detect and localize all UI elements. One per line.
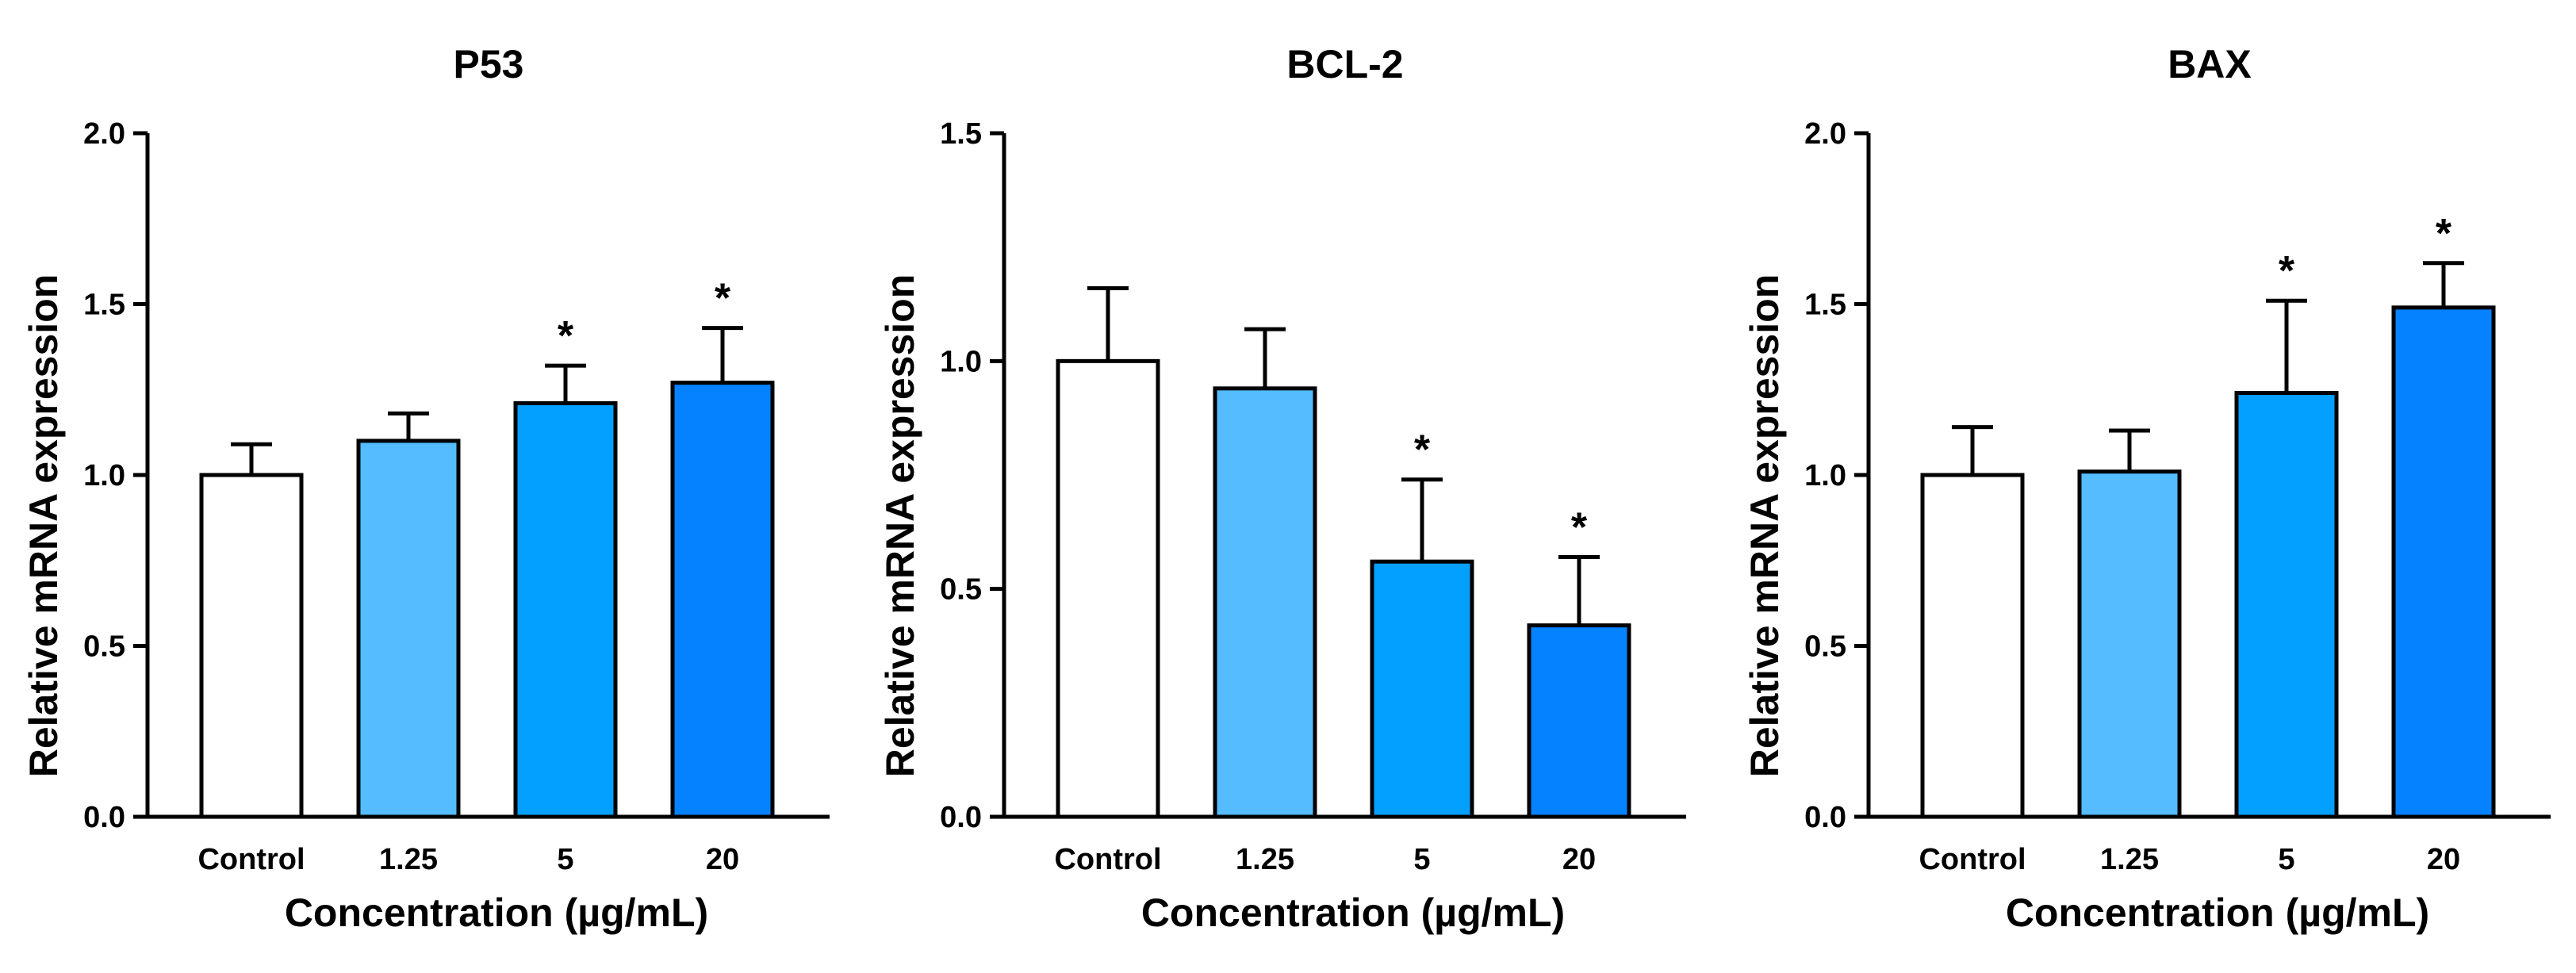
y-tick-label: 0.0 — [1804, 801, 1846, 834]
significance-star: * — [558, 313, 574, 359]
bar-Control — [199, 473, 304, 819]
significance-star: * — [1414, 427, 1431, 473]
y-tick-label: 0.5 — [83, 630, 125, 664]
y-tick-label: 1.5 — [940, 117, 982, 151]
bar-1.25 — [1213, 386, 1317, 819]
x-tick-label: 20 — [1562, 843, 1596, 876]
y-tick-label: 0.0 — [940, 801, 982, 834]
chart-title: BCL-2 — [1286, 42, 1403, 86]
x-axis-label: Concentration (µg/mL) — [1141, 891, 1565, 935]
x-tick-label: 1.25 — [2100, 843, 2159, 876]
bar-5 — [2234, 391, 2339, 819]
x-tick-label: Control — [197, 843, 305, 876]
y-axis-label: Relative mRNA expression — [21, 274, 66, 778]
bar-Control — [1056, 358, 1160, 819]
significance-star: * — [715, 276, 731, 322]
y-tick-label: 0.5 — [1804, 630, 1846, 664]
y-tick-label: 0.0 — [83, 801, 125, 834]
x-tick-label: 1.25 — [1236, 843, 1294, 876]
y-tick-label: 0.5 — [940, 573, 982, 607]
x-tick-label: Control — [1919, 843, 2026, 876]
y-axis-label: Relative mRNA expression — [1742, 274, 1787, 778]
y-tick-label: 1.0 — [1804, 459, 1846, 492]
x-axis-label: Concentration (µg/mL) — [285, 891, 708, 935]
x-tick-label: 1.25 — [379, 843, 438, 876]
y-tick-label: 1.5 — [1804, 289, 1846, 322]
bar-1.25 — [356, 439, 461, 819]
chart-panel-1: P53 0.0 0.5 1.0 1.5 2.0 Relative mRNA expressi… — [21, 42, 830, 935]
x-tick-label: 20 — [2427, 843, 2460, 876]
chart-panel-3: BAX 0.0 0.5 1.0 1.5 2.0 Relative mRNA expressi… — [1742, 42, 2551, 935]
chart-title: BAX — [2168, 42, 2252, 86]
y-tick-label: 2.0 — [83, 117, 125, 151]
x-tick-label: 5 — [1413, 843, 1430, 876]
x-tick-label: Control — [1054, 843, 1161, 876]
x-tick-label: 20 — [706, 843, 739, 876]
significance-star: * — [2279, 248, 2295, 294]
bar-5 — [513, 400, 618, 819]
bar-20 — [2391, 305, 2496, 819]
bar-20 — [670, 381, 775, 819]
significance-star: * — [1571, 504, 1588, 550]
bar-5 — [1370, 559, 1474, 819]
y-tick-label: 1.5 — [83, 289, 125, 322]
y-tick-label: 1.0 — [83, 459, 125, 492]
y-tick-label: 1.0 — [940, 345, 982, 378]
x-axis-label: Concentration (µg/mL) — [2006, 891, 2429, 935]
y-tick-label: 2.0 — [1804, 117, 1846, 151]
bar-1.25 — [2077, 469, 2182, 819]
chart-panel-2: BCL-2 0.0 0.5 1.0 1.5 Relative mRNA expressio… — [878, 42, 1686, 935]
y-axis-label: Relative mRNA expression — [878, 274, 922, 778]
chart-title: P53 — [454, 42, 524, 86]
significance-star: * — [2436, 211, 2452, 257]
bar-Control — [1920, 473, 2025, 819]
x-tick-label: 5 — [2278, 843, 2294, 876]
bar-20 — [1527, 623, 1631, 819]
x-tick-label: 5 — [557, 843, 573, 876]
